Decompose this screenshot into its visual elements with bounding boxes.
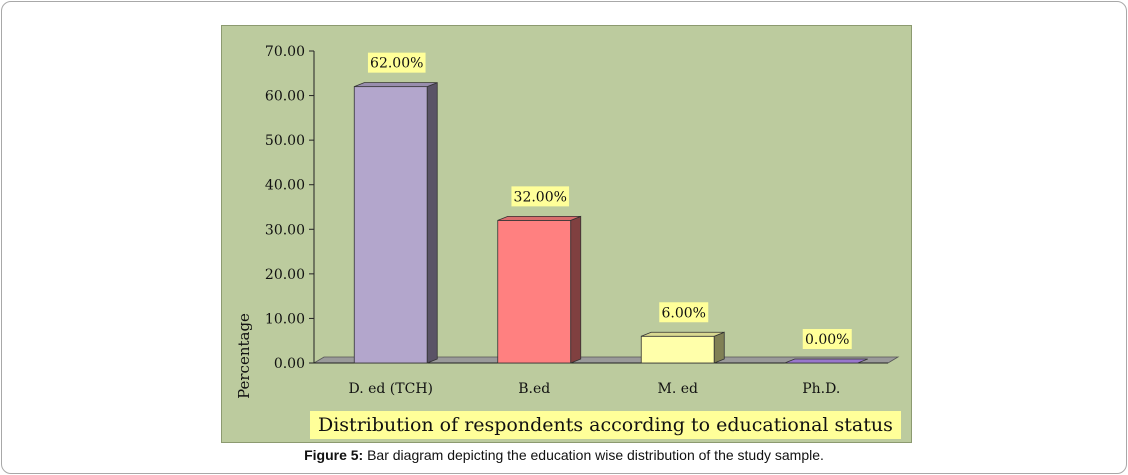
x-axis-title: Distribution of respondents according to… <box>310 411 901 439</box>
data-label-bg <box>367 52 426 73</box>
bar <box>353 86 428 364</box>
caption-label: Figure 5: <box>304 447 364 463</box>
data-label: 0.00% <box>805 332 849 348</box>
chart-labels: 62.00% D. ed (TCH) 32.00% B.ed 6.00% M. ed 0.0… <box>348 52 852 397</box>
bar <box>497 219 572 364</box>
data-label: 32.00% <box>514 189 567 205</box>
y-tick-label: 70.00 <box>265 44 305 60</box>
bar-top <box>641 331 725 337</box>
y-tick-label: 60.00 <box>265 89 305 105</box>
chart-panel: 0.00 10.00 20.00 30.00 40.00 50.00 60.00 70.00 … <box>221 25 912 443</box>
bar-side <box>426 82 438 364</box>
y-tick-label: 30.00 <box>265 222 305 238</box>
x-tick-label: B.ed <box>518 381 550 397</box>
bar <box>640 335 715 364</box>
x-tick-label: Ph.D. <box>802 381 840 397</box>
y-tick-label: 40.00 <box>265 178 305 194</box>
y-tick-label: 10.00 <box>265 311 305 327</box>
bar-top <box>497 215 581 221</box>
data-label-bg <box>802 329 852 349</box>
bar-side <box>570 215 582 364</box>
y-tick-label: 0.00 <box>274 356 305 372</box>
caption-text: Bar diagram depicting the education wise… <box>363 447 824 463</box>
y-tick-label: 50.00 <box>265 133 305 149</box>
data-label-bg <box>659 302 709 323</box>
bar <box>784 358 868 364</box>
y-tick-label: 20.00 <box>265 267 305 283</box>
data-label: 6.00% <box>662 305 706 321</box>
bar-chart: 0.0010.0020.0030.0040.0050.0060.0070.00 … <box>235 44 900 399</box>
y-axis-label: Percentage <box>235 313 253 399</box>
figure-caption: Figure 5: Bar diagram depicting the educ… <box>0 447 1128 463</box>
x-tick-label: D. ed (TCH) <box>348 381 433 397</box>
bar-top <box>354 82 438 88</box>
data-label: 62.00% <box>370 56 423 72</box>
chart-bars <box>353 82 868 364</box>
x-tick-label: M. ed <box>658 381 699 397</box>
bar-side <box>713 331 725 364</box>
data-label-bg <box>511 186 570 207</box>
